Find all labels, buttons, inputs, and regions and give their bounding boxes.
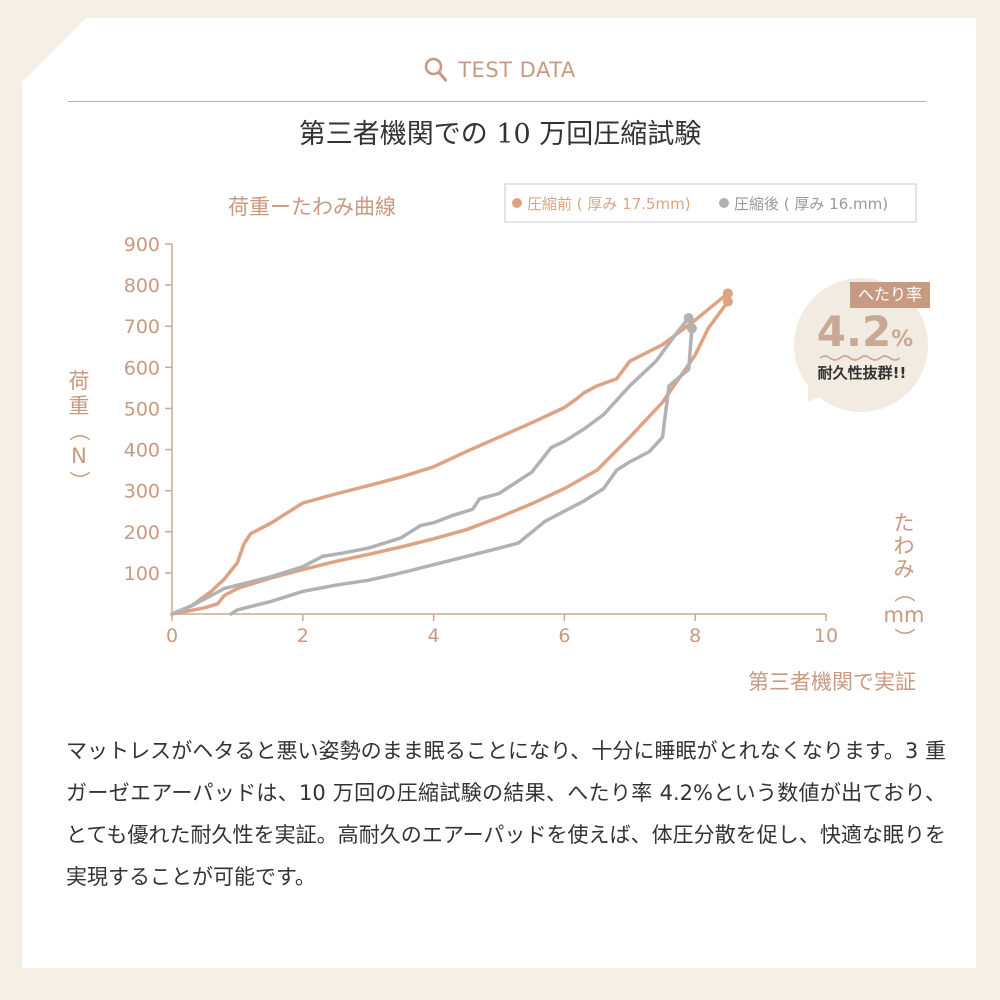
x-tick-label: 0: [166, 625, 178, 647]
search-icon: [424, 57, 448, 82]
chart-title: 荷重ーたわみ曲線: [228, 195, 396, 219]
badge-value: 4.2%: [810, 306, 920, 366]
x-axis-label-char: mm: [884, 603, 925, 627]
sag-rate-badge: へたり率 4.2% 耐久性抜群!!: [790, 270, 931, 412]
y-axis-label-char: （: [67, 421, 91, 442]
series-line-before-unloading: [170, 299, 730, 616]
y-axis-label-char: 荷: [69, 369, 90, 393]
x-axis-label-char: た: [894, 511, 915, 535]
x-tick-label: 2: [297, 625, 309, 647]
x-axis-label-char: （: [892, 582, 916, 603]
y-tick-label: 900: [124, 234, 160, 256]
y-tick-label: 500: [124, 398, 160, 420]
series-line-before-loading: [170, 291, 730, 616]
badge-number: 4.2: [816, 307, 892, 356]
plot-area: [170, 288, 733, 616]
legend-swatch-before: [512, 198, 522, 208]
y-axis-label-char: ）: [67, 471, 91, 492]
series-point-after-end: [686, 323, 697, 334]
x-axis-label-char: み: [894, 557, 915, 581]
x-tick-label: 6: [558, 625, 570, 647]
y-tick-label: 400: [124, 440, 160, 462]
y-tick-label: 700: [124, 316, 160, 338]
y-tick-label: 100: [124, 563, 160, 585]
series-point-before-end: [722, 296, 733, 307]
section-label: TEST DATA: [458, 58, 576, 82]
legend-swatch-after: [719, 198, 729, 208]
y-tick-label: 200: [124, 522, 160, 544]
y-tick-label: 300: [124, 481, 160, 503]
chart-annotation: 第三者機関で実証: [748, 670, 916, 694]
badge-wave-decoration: [820, 355, 900, 361]
header-divider: [68, 101, 926, 102]
y-tick-label: 800: [124, 275, 160, 297]
x-axis-label-char: ）: [892, 628, 916, 649]
badge-unit: %: [891, 327, 914, 352]
legend-box: [504, 183, 917, 223]
y-tick-label: 600: [124, 357, 160, 379]
page-title: 第三者機関での 10 万回圧縮試験: [298, 119, 702, 150]
chart-axes: 100 200 300 400 500 600 700 800 900 0 2 4 6 8 10: [124, 234, 838, 647]
x-axis-label: たわみ（mm）: [884, 511, 925, 649]
badge-note: 耐久性抜群!!: [817, 364, 907, 382]
y-axis-label: 荷重 （N ）: [67, 369, 91, 492]
section-header: TEST DATA: [0, 50, 1000, 90]
x-axis-label-char: わ: [894, 534, 915, 558]
series-point-after-peak: [683, 313, 694, 323]
x-tick-label: 8: [689, 625, 701, 647]
x-tick-label: 10: [814, 625, 838, 647]
x-tick-label: 4: [428, 625, 440, 647]
series-point-before-peak: [722, 288, 733, 299]
series-line-after-loading: [170, 316, 691, 616]
series-line-after-unloading: [229, 326, 694, 616]
description-text: マットレスがヘタると悪い姿勢のまま眠ることになり、十分に睡眠がとれなくなります。…: [66, 739, 946, 889]
legend-label-after: 圧縮後 ( 厚み 16.mm): [734, 195, 888, 213]
legend-label-before: 圧縮前 ( 厚み 17.5mm): [527, 195, 691, 213]
badge-tag: へたり率: [850, 282, 931, 308]
y-axis-label-char: 重: [69, 394, 90, 418]
load-deflection-chart: 荷重ーたわみ曲線 圧縮前 ( 厚み 17.5mm) 圧縮後 ( 厚み 16.mm…: [67, 183, 925, 694]
y-axis-label-char: N: [71, 444, 87, 468]
